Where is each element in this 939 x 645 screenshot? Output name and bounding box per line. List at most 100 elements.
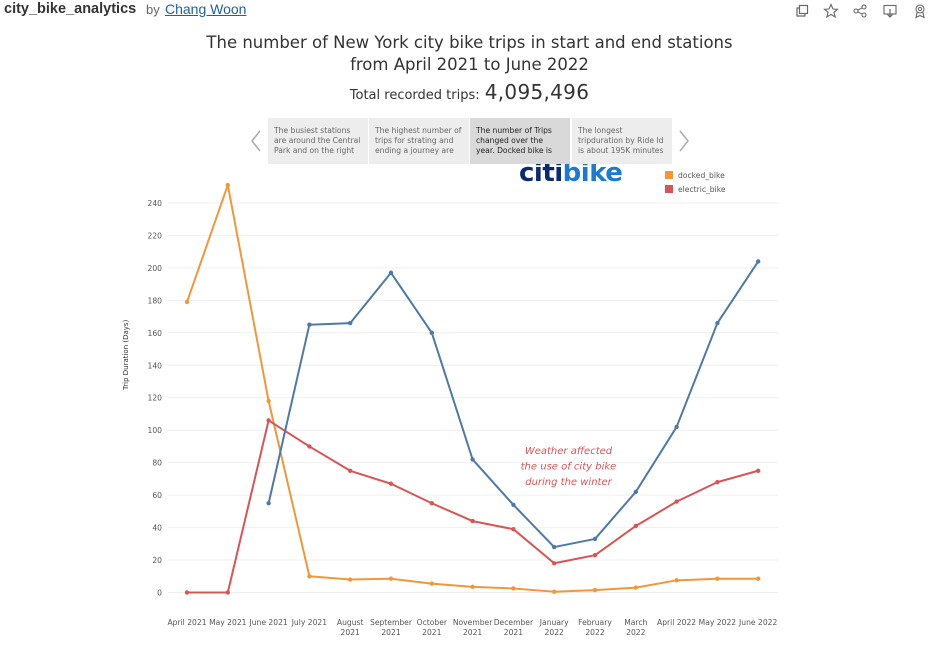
data-point <box>266 418 271 423</box>
y-tick-label: 120 <box>148 394 163 403</box>
data-point <box>592 587 598 593</box>
data-point <box>715 576 720 581</box>
data-point <box>633 489 638 495</box>
by-label: by <box>146 2 160 17</box>
annotation-text: Weather affected <box>525 446 613 457</box>
data-point <box>470 518 475 524</box>
logo-citi: citi <box>519 164 563 186</box>
chevron-right-icon <box>679 130 689 152</box>
x-tick-label: 2021 <box>381 628 400 637</box>
x-tick-label: December <box>494 618 534 627</box>
story-point-text: The highest number of trips for strating… <box>375 126 462 156</box>
data-point <box>225 590 230 595</box>
story-point-3[interactable]: The number of Trips changed over the yea… <box>470 118 570 164</box>
dashboard-title-line2: from April 2021 to June 2022 <box>350 55 589 74</box>
total-trips-label: Total recorded trips: <box>349 88 480 103</box>
x-tick-label: March <box>624 618 647 627</box>
y-tick-label: 40 <box>152 524 162 533</box>
data-point <box>184 299 190 305</box>
legend: docked_bike electric_bike <box>665 168 726 196</box>
story-next-button[interactable] <box>676 128 692 154</box>
x-tick-label: May 2022 <box>699 618 737 627</box>
data-point <box>756 468 761 473</box>
data-point <box>184 590 190 595</box>
story-point-text: The longest tripduration by Ride Id is a… <box>578 126 664 156</box>
x-tick-label: June 2021 <box>248 618 287 627</box>
x-tick-label: 2021 <box>504 628 523 637</box>
logo-bike: bike <box>562 164 623 186</box>
data-point <box>552 544 557 550</box>
x-tick-label: 2022 <box>585 628 604 637</box>
badge-icon[interactable] <box>912 3 928 19</box>
data-point <box>470 457 475 462</box>
data-point <box>511 527 516 532</box>
x-tick-label: January <box>539 618 569 627</box>
x-tick-label: June 2022 <box>738 618 777 627</box>
y-tick-label: 140 <box>148 361 163 370</box>
x-tick-label: October <box>417 618 448 627</box>
annotation-text: during the winter <box>525 477 612 488</box>
legend-item-docked[interactable]: docked_bike <box>665 168 726 182</box>
legend-swatch <box>665 171 673 179</box>
data-point <box>348 468 353 473</box>
annotation-text: the use of city bike <box>521 462 617 473</box>
data-point <box>552 589 557 594</box>
data-point <box>307 322 312 327</box>
x-tick-label: 2021 <box>422 628 441 637</box>
legend-label: docked_bike <box>678 170 725 180</box>
copy-icon[interactable] <box>794 3 810 19</box>
data-point <box>756 259 761 264</box>
story-point-text: The number of Trips changed over the yea… <box>476 126 552 156</box>
legend-item-electric[interactable]: electric_bike <box>665 182 726 196</box>
data-point <box>674 578 679 583</box>
story-point-text: The busiest stations are around the Cent… <box>274 126 361 156</box>
series-line-docked_bike <box>186 184 759 593</box>
data-point <box>429 581 434 586</box>
x-tick-label: August <box>337 618 364 627</box>
data-point <box>348 320 353 326</box>
data-point <box>756 576 761 581</box>
data-point <box>307 444 312 449</box>
data-point <box>511 586 516 591</box>
data-point <box>674 424 679 430</box>
x-tick-label: 2021 <box>341 628 360 637</box>
story-point-1[interactable]: The busiest stations are around the Cent… <box>268 118 368 164</box>
plot-area: 0 20 40 60 80 100 120 140 160 180 200 220 240 260 <box>148 167 778 598</box>
x-tick-label: 2022 <box>626 628 645 637</box>
data-point <box>715 479 720 485</box>
data-point <box>633 585 638 590</box>
x-tick-label: September <box>370 618 413 627</box>
data-point <box>307 574 312 579</box>
data-point <box>388 270 394 275</box>
data-point <box>511 502 516 508</box>
story-point-4[interactable]: The longest tripduration by Ride Id is a… <box>572 118 672 164</box>
chevron-left-icon <box>251 130 261 152</box>
data-point <box>388 481 394 486</box>
story-prev-button[interactable] <box>248 128 264 154</box>
data-point <box>633 523 638 529</box>
author-link[interactable]: Chang Woon <box>165 1 247 17</box>
total-trips-value: 4,095,496 <box>484 80 590 104</box>
y-tick-label: 220 <box>148 231 163 240</box>
data-point <box>674 499 679 504</box>
y-tick-label: 260 <box>148 167 163 176</box>
y-tick-label: 100 <box>148 426 163 435</box>
data-point <box>470 584 475 590</box>
y-tick-label: 20 <box>152 556 162 565</box>
story-point-2[interactable]: The highest number of trips for strating… <box>369 118 469 164</box>
share-icon[interactable] <box>852 3 868 19</box>
citibike-logo: citibike <box>519 164 633 186</box>
x-tick-label: November <box>453 618 493 627</box>
data-point <box>592 552 598 558</box>
y-tick-label: 80 <box>152 459 162 468</box>
data-point <box>225 182 230 188</box>
star-icon[interactable] <box>823 3 839 19</box>
y-tick-label: 0 <box>157 589 162 598</box>
y-tick-label: 200 <box>148 264 163 273</box>
data-point <box>715 320 720 326</box>
data-point <box>552 561 557 566</box>
x-tick-label: July 2021 <box>291 618 328 627</box>
download-icon[interactable] <box>882 3 898 19</box>
app-title: city_bike_analytics <box>4 1 137 17</box>
total-trips: Total recorded trips: 4,095,496 <box>0 80 939 104</box>
